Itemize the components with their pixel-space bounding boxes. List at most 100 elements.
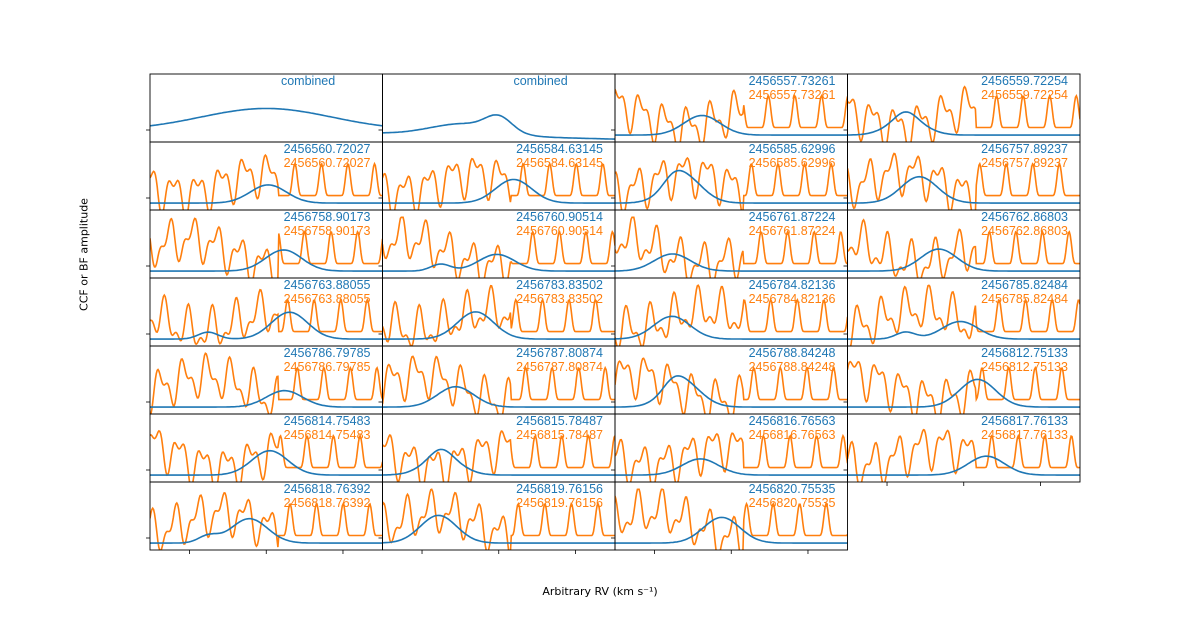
ccf-series-line	[615, 315, 848, 340]
panel-label: 2456560.72027	[284, 156, 371, 170]
bf-series-line	[847, 360, 1080, 414]
panel-label: 2456584.63145	[516, 156, 603, 170]
panel-label: 2456559.72254	[981, 88, 1068, 102]
panel: combined	[378, 73, 616, 143]
panel-label: 2456557.73261	[749, 88, 836, 102]
bf-series-line	[150, 429, 383, 482]
ccf-series-line	[150, 517, 383, 544]
ccf-series-line	[382, 448, 615, 476]
panel-label: 2456783.83502	[516, 292, 603, 306]
ccf-series-line	[615, 458, 848, 476]
panel-label: 2456812.75133	[981, 360, 1068, 374]
bf-series-line	[382, 355, 615, 414]
panel-label: 2456758.90173	[284, 224, 371, 238]
ccf-series-line	[150, 311, 383, 340]
panel-label: 2456788.84248	[749, 346, 836, 360]
panel-label: 2456816.76563	[749, 414, 836, 428]
panel-label: combined	[281, 74, 335, 88]
panel-label: 2456757.89237	[981, 156, 1068, 170]
bf-series-line	[382, 430, 615, 482]
bf-series-line	[847, 85, 1080, 142]
panel-label: 2456818.76392	[284, 496, 371, 510]
ccf-series-line	[382, 311, 615, 340]
ccf-series-line	[150, 249, 383, 272]
ccf-series-line	[150, 449, 383, 476]
ccf-series-line	[615, 516, 848, 544]
panel-label: 2456787.80874	[516, 360, 603, 374]
panel-label: 2456786.79785	[284, 346, 371, 360]
panel-label: 2456820.75535	[749, 482, 836, 496]
panel-label: 2456819.76156	[516, 496, 603, 510]
bf-series-line	[615, 488, 848, 550]
ccf-series-line	[847, 175, 1080, 204]
bf-series-line	[615, 432, 848, 482]
ccf-series-line	[382, 178, 615, 204]
ccf-series-line	[615, 375, 848, 408]
ccf-series-line	[382, 114, 615, 140]
bf-series-line	[382, 157, 615, 210]
ccf-series-line	[615, 169, 848, 204]
panel-label: 2456817.76133	[981, 414, 1068, 428]
bf-series-line	[615, 88, 848, 142]
bf-series-line	[150, 491, 383, 550]
panel-label: 2456814.75483	[284, 428, 371, 442]
bf-series-line	[150, 352, 383, 414]
bf-series-line	[847, 218, 1080, 278]
ccf-series-line	[615, 114, 848, 136]
panel-label: 2456815.78487	[516, 414, 603, 428]
ccf-series-line	[150, 107, 383, 127]
x-axis-label: Arbitrary RV (km s⁻¹)	[542, 585, 658, 598]
ccf-series-line	[847, 248, 1080, 272]
panel-label: 2456816.76563	[749, 428, 836, 442]
panel: combined	[146, 73, 383, 143]
panel-label: 2456785.82484	[981, 278, 1068, 292]
panel-label: 2456784.82136	[749, 278, 836, 292]
bf-series-line	[150, 153, 383, 210]
panel-label: 2456762.86803	[981, 224, 1068, 238]
bf-series-line	[150, 217, 383, 278]
panel-label: 2456760.90514	[516, 224, 603, 238]
panel-label: combined	[513, 74, 567, 88]
panel-label: 2456812.75133	[981, 346, 1068, 360]
panel-label: 2456785.82484	[981, 292, 1068, 306]
panel-label: 2456762.86803	[981, 210, 1068, 224]
panel-label: 2456584.63145	[516, 142, 603, 156]
panel-label: 2456784.82136	[749, 292, 836, 306]
ccf-series-line	[847, 378, 1080, 408]
panel-label: 2456763.88055	[284, 278, 371, 292]
panel-label: 2456760.90514	[516, 210, 603, 224]
ccf-series-line	[615, 253, 848, 272]
panel-label: 2456814.75483	[284, 414, 371, 428]
panel-label: 2456787.80874	[516, 346, 603, 360]
bf-series-line	[849, 284, 1080, 346]
panel-label: 2456763.88055	[284, 292, 371, 306]
bf-series-line	[615, 284, 848, 346]
panel-label: 2456761.87224	[749, 224, 836, 238]
ccf-series-line	[847, 455, 1080, 476]
ccf-series-line	[382, 253, 615, 272]
panel-label: 2456758.90173	[284, 210, 371, 224]
panel-label: 2456585.62996	[749, 142, 836, 156]
panel-label: 2456818.76392	[284, 482, 371, 496]
ccf-series-line	[150, 389, 383, 408]
panel-label: 2456786.79785	[284, 360, 371, 374]
ccf-series-line	[382, 514, 615, 544]
